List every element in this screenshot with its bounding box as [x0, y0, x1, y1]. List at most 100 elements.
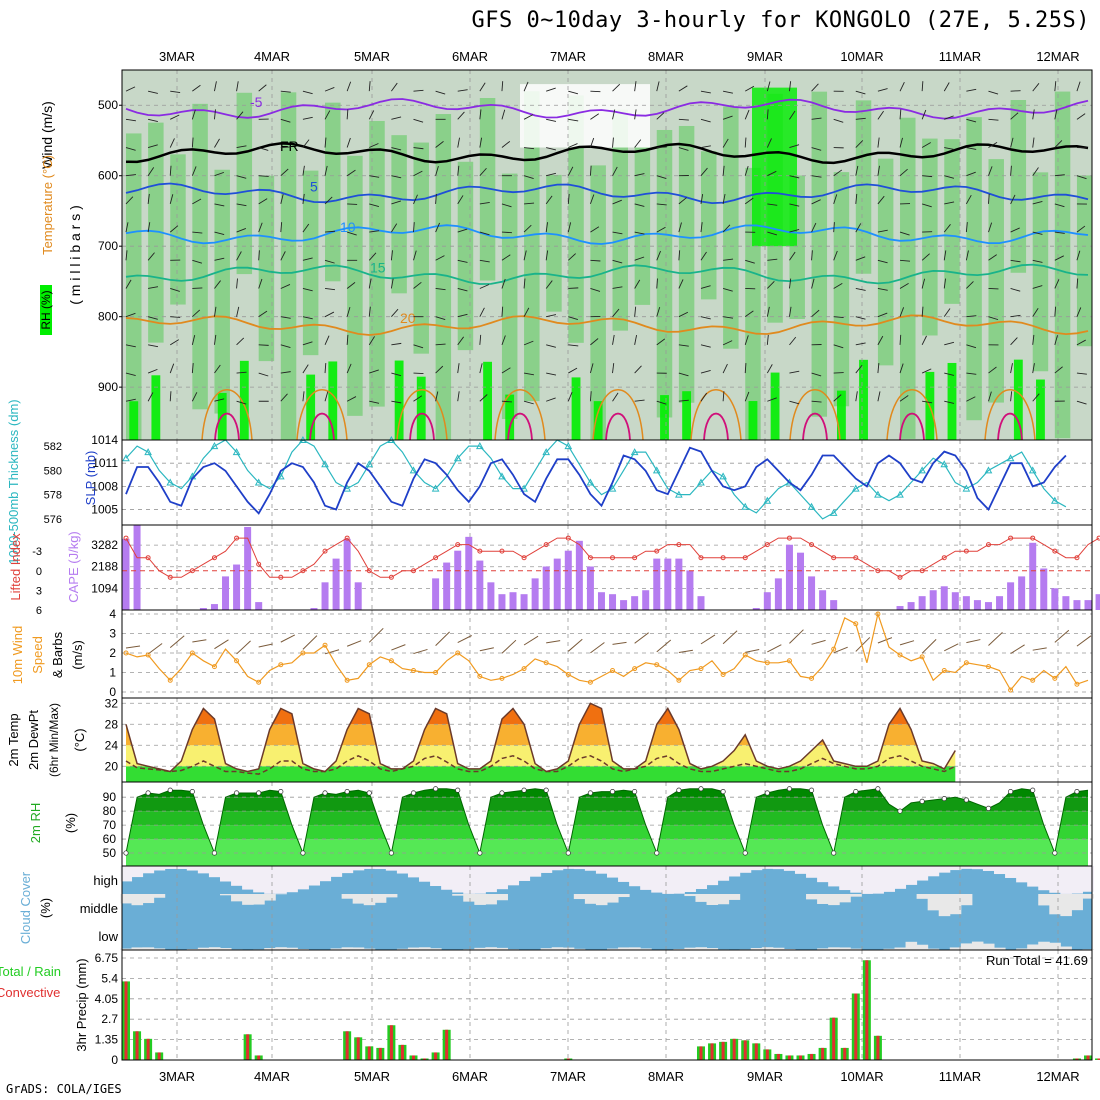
wind-barb [368, 81, 371, 92]
lifted-index-marker [322, 548, 328, 554]
precip-convective-bar [843, 1047, 847, 1060]
cloud-low-clear [640, 948, 652, 950]
thickness-marker [675, 490, 683, 498]
cape-bar [199, 608, 207, 610]
lifted-index-marker [234, 535, 240, 541]
cloud-high-clear [131, 866, 144, 878]
wind-barb [457, 195, 464, 205]
wind-barb [700, 167, 708, 177]
cape-bar [1073, 600, 1081, 610]
wind-barb [545, 195, 553, 205]
cloud-high-clear [783, 866, 796, 871]
y-axis-label-li: Lifted Index [8, 533, 23, 601]
wind-barb [170, 316, 181, 318]
y-tick-label: 1011 [92, 456, 118, 470]
wind-barb [944, 341, 955, 346]
wind-barb [789, 110, 796, 120]
wind-barb [347, 203, 358, 205]
wind-barb [523, 400, 534, 405]
wind-barb [966, 88, 977, 92]
date-label-top: 11MAR [939, 49, 981, 64]
wind-barb [678, 311, 689, 318]
rh-marker [410, 790, 417, 796]
wind-barb [192, 84, 201, 92]
wind-barb [1032, 334, 1035, 345]
wind-speed-marker [919, 654, 925, 660]
wind-barb [568, 367, 578, 374]
wind-barb [413, 118, 424, 123]
wind-barb [1010, 363, 1013, 374]
wind-barb [346, 334, 349, 345]
y-tick-label: 1094 [91, 581, 118, 595]
rh-plume [457, 161, 474, 351]
cape-bar [973, 600, 981, 610]
wind-barb [413, 147, 424, 150]
cloud-high-clear [231, 866, 243, 886]
lifted-index-marker [189, 568, 195, 574]
lifted-index-marker [565, 535, 571, 541]
wind-barb [966, 372, 977, 375]
y-tick-label: 70 [103, 818, 117, 832]
wind-barb [236, 251, 242, 261]
y-tick-label: 4 [109, 607, 116, 621]
y-tick-label: 582 [44, 441, 62, 453]
wind-barb [700, 634, 716, 645]
cloud-high-clear [175, 866, 188, 870]
lifted-index-marker [499, 548, 505, 554]
wind-barb [170, 114, 180, 120]
wind-barb [855, 288, 866, 291]
y-axis-label-barbs: & Barbs [50, 631, 65, 678]
wind-barb [413, 222, 415, 233]
wind-speed-marker [521, 666, 527, 672]
wind-barb [169, 194, 174, 205]
wind-barb [324, 311, 335, 318]
cloud-high-clear [153, 866, 166, 871]
rh-saturated [129, 401, 139, 440]
wind-barb [302, 316, 313, 320]
cloud-middle-clear [706, 894, 719, 906]
lifted-index-marker [720, 555, 726, 561]
y-axis-label-cape: CAPE (J/kg) [66, 531, 81, 603]
wind-barb [148, 344, 159, 348]
lifted-index-marker [1052, 548, 1058, 554]
wind-barb [1032, 647, 1047, 651]
wind-barb [125, 196, 134, 205]
wind-barb [546, 87, 556, 92]
temp-band [126, 766, 956, 782]
cloud-high-clear [1016, 866, 1028, 883]
wind-barb [258, 643, 273, 648]
wind-barb [1076, 225, 1086, 233]
wind-barb [700, 370, 711, 374]
wind-barb [435, 365, 444, 374]
cape-bar [929, 590, 937, 610]
cloud-middle-clear [374, 894, 387, 903]
cloud-high-clear [120, 866, 133, 882]
wind-barb [634, 109, 637, 120]
wind-barb [258, 278, 263, 289]
wind-barb [988, 631, 1003, 646]
precip-convective-bar [356, 1037, 360, 1060]
cloud-high-clear [640, 866, 652, 890]
wind-barb [147, 643, 163, 655]
wind-barb [236, 227, 247, 233]
wind-barb [236, 145, 247, 148]
rh-marker [388, 850, 394, 856]
cloud-low-clear [949, 947, 962, 950]
wind-barb [435, 316, 446, 320]
lifted-index-marker [1008, 535, 1014, 541]
wind-barb [258, 310, 268, 318]
wind-barb [214, 364, 221, 374]
cloud-layer-label: middle [80, 901, 118, 916]
wind-barb [524, 202, 535, 205]
precip-convective-bar [854, 993, 858, 1060]
cloud-high-clear [164, 866, 177, 869]
y-tick-label: 5.4 [101, 971, 118, 985]
wind-barb [391, 644, 406, 651]
rh-saturated [328, 361, 338, 440]
thickness-marker [962, 484, 971, 492]
wind-barb [855, 637, 871, 652]
wind-barb [324, 335, 330, 346]
cape-bar [951, 592, 959, 610]
lifted-index-marker [167, 574, 173, 580]
wind-barb [656, 175, 667, 180]
